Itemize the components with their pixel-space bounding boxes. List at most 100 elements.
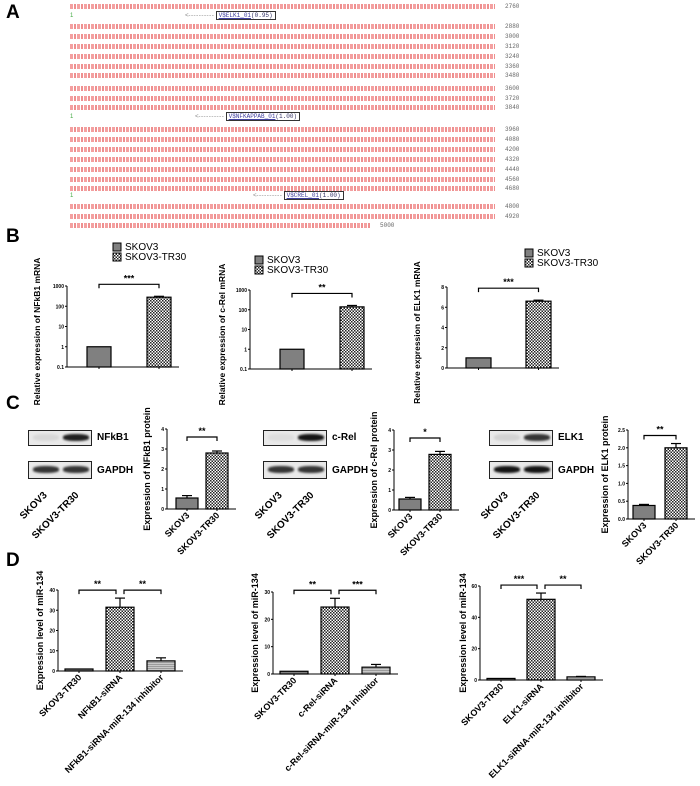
y-tick-label: 4 [388,428,391,434]
band [63,466,89,473]
sequence-line [70,186,495,191]
y-axis-label: Expression of c-Rel protein [369,411,379,528]
significance-label: *** [124,273,135,283]
sequence-line [70,167,495,172]
sequence-position: 3840 [505,104,520,111]
significance-label: ** [139,579,147,589]
significance-label: ** [309,579,317,589]
y-tick-label: 0.1 [57,365,64,371]
panel-label-a: A [6,2,20,23]
y-axis-label: Expression level of miR-134 [458,573,468,693]
band [494,466,520,473]
blot-gapdh [489,461,553,479]
y-tick-label: 1 [161,487,164,493]
y-tick-label: 20 [264,617,270,623]
significance-label: *** [503,277,514,287]
blot-gapdh [263,461,327,479]
y-axis-label: Expression of ELK1 protein [600,415,610,533]
y-tick-label: 3 [161,447,164,453]
significance-bracket [500,584,538,590]
bar-1 [146,296,172,368]
bar-2 [361,666,391,675]
legend-swatch [524,258,534,268]
binding-site-2: <---------- V$CREL_01(1.00) [253,191,344,200]
blot-gapdh [28,461,92,479]
y-tick-label: 2 [161,467,164,473]
legend-entry: SKOV3 [125,242,159,253]
significance-bracket [477,287,540,293]
legend-swatch [524,248,534,258]
y-tick-label: 0 [474,678,477,684]
significance-label: ** [318,282,326,292]
sequence-position: 4680 [505,185,520,192]
bar-1 [526,598,556,681]
legend-entry: SKOV3-TR30 [537,258,599,269]
sequence-line [70,86,495,91]
bar-2 [566,676,596,681]
y-tick-label: 10 [58,325,64,331]
sequence-line [70,147,495,152]
y-tick-label: 2 [388,468,391,474]
bar-0 [486,677,516,681]
significance-bracket [123,589,162,595]
sequence-line [70,157,495,162]
y-tick-label: 1 [244,347,247,353]
y-tick-label: 1000 [53,284,64,290]
sequence-position: 4080 [505,136,520,143]
arrow-left-icon: <---------- [253,192,283,199]
y-tick-label: 3 [388,448,391,454]
significance-bracket [409,437,441,442]
bar-1 [428,453,452,511]
band [268,434,294,441]
legend-entry: SKOV3 [537,248,571,259]
sequence-position: 3240 [505,53,520,60]
band [298,434,324,441]
significance-label: ** [656,425,664,435]
arrow-left-icon: <---------- [195,113,225,120]
significance-bracket [78,589,117,595]
significance-bracket [544,584,582,590]
blot-target-label: ELK1 [558,432,584,443]
blot-control-label: GAPDH [332,465,369,476]
significance-label: ** [94,579,102,589]
band [33,434,59,441]
arrow-left-icon: <---------- [185,12,215,19]
blot-c-Rel [263,430,327,446]
y-tick-label: 0.5 [618,499,625,505]
y-axis-label: Expression of NFkB1 protein [142,407,152,531]
bar-2 [146,660,176,672]
y-tick-label: 0.1 [240,367,247,373]
band [268,466,294,473]
sequence-line [70,223,370,228]
binding-site-name: V$NFKAPPAB_01 [228,113,276,120]
band [524,434,550,441]
binding-site-0: <---------- V$ELK1_01(0.95) [185,11,276,20]
legend-entry: SKOV3-TR30 [125,252,187,263]
y-tick-label: 0 [388,508,391,514]
sequence-position: 3000 [505,33,520,40]
bar-1 [205,452,229,510]
sequence-position: 3120 [505,43,520,50]
sequence-position: 4920 [505,213,520,220]
binding-site-box: V$ELK1_01(0.95) [215,11,276,20]
sequence-line [70,54,495,59]
y-tick-label: 10 [49,649,55,655]
y-tick-label: 6 [441,305,444,311]
band [63,434,89,441]
legend-swatch [112,252,122,262]
bar-1 [525,300,552,369]
binding-site-name: V$CREL_01 [286,192,320,199]
significance-bracket [338,589,377,595]
blot-target-label: NFkB1 [97,432,129,443]
sequence-line [70,127,495,132]
binding-site-score: (0.95) [251,12,273,19]
chart-b1: 0.1 1 10 100 1000 Relative expression of NFkB… [32,242,187,405]
y-tick-label: 10 [241,328,247,334]
y-tick-label: 0 [52,669,55,675]
y-tick-label: 100 [239,308,248,314]
blot-target-label: c-Rel [332,432,357,443]
bar-0 [632,504,656,520]
bar-0 [279,670,309,675]
significance-bracket [291,292,353,298]
